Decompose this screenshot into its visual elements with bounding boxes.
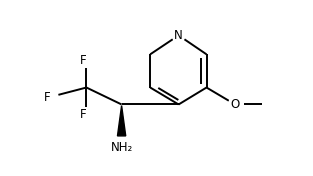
Text: F: F xyxy=(44,90,50,103)
Text: NH₂: NH₂ xyxy=(110,141,133,154)
Text: F: F xyxy=(80,54,86,67)
Text: N: N xyxy=(174,29,183,42)
Polygon shape xyxy=(117,106,126,136)
Text: F: F xyxy=(80,108,86,121)
Text: O: O xyxy=(230,98,240,111)
